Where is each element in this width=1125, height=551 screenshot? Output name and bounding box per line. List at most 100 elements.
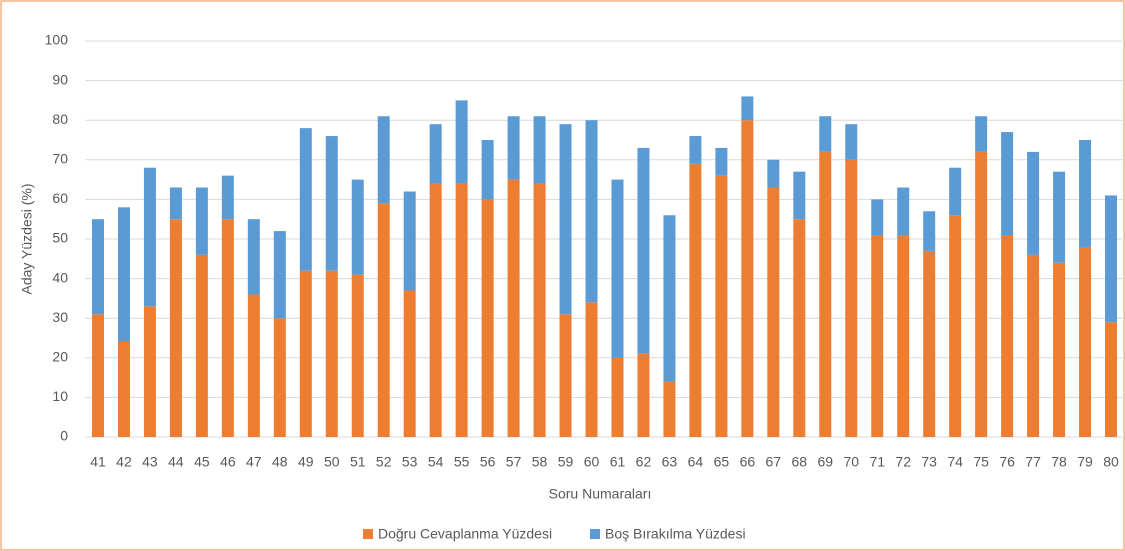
x-tick-label: 47 xyxy=(246,454,262,470)
bar-segment xyxy=(325,270,338,437)
bar-segment xyxy=(611,357,624,437)
bar-segment xyxy=(1053,171,1066,263)
x-tick-label: 78 xyxy=(1051,454,1067,470)
bar-segment xyxy=(715,147,728,176)
bar-segment xyxy=(351,274,364,437)
bar-segment xyxy=(663,215,676,382)
bar-segment xyxy=(689,136,702,164)
x-tick-label: 69 xyxy=(817,454,833,470)
bar-segment xyxy=(793,171,806,220)
bar-segment xyxy=(585,120,598,303)
bar-segment xyxy=(273,231,286,319)
x-tick-label: 66 xyxy=(740,454,756,470)
x-tick-label: 68 xyxy=(792,454,808,470)
bar-segment xyxy=(793,219,806,437)
bar-segment xyxy=(1105,195,1118,323)
x-tick-label: 70 xyxy=(843,454,859,470)
bar-segment xyxy=(533,183,546,437)
legend-swatch xyxy=(363,529,373,539)
x-tick-label: 56 xyxy=(480,454,496,470)
x-tick-label: 49 xyxy=(298,454,314,470)
y-tick-label: 20 xyxy=(52,349,68,365)
x-axis-label: Soru Numaraları xyxy=(549,486,652,502)
bar-segment xyxy=(507,179,520,437)
y-tick-label: 60 xyxy=(52,190,68,206)
x-tick-label: 71 xyxy=(869,454,885,470)
x-tick-label: 48 xyxy=(272,454,288,470)
y-tick-label: 50 xyxy=(52,230,68,246)
bar-segment xyxy=(767,159,780,188)
bar-segment xyxy=(455,183,468,437)
bar-segment xyxy=(221,219,234,437)
bar-segment xyxy=(611,179,624,358)
bar-segment xyxy=(1027,254,1040,437)
bar-segment xyxy=(299,270,312,437)
bar-segment xyxy=(117,207,130,342)
bar-segment xyxy=(845,124,858,160)
bar-segment xyxy=(247,219,260,295)
y-tick-label: 30 xyxy=(52,309,68,325)
bar-segment xyxy=(169,187,182,220)
bar-segment xyxy=(871,199,884,236)
bar-segment xyxy=(1105,322,1118,437)
bar-segment xyxy=(819,151,832,437)
x-tick-label: 67 xyxy=(766,454,782,470)
x-tick-label: 53 xyxy=(402,454,418,470)
bar-segment xyxy=(481,140,494,200)
y-tick-label: 40 xyxy=(52,269,68,285)
bar-segment xyxy=(247,294,260,437)
bar-segment xyxy=(585,302,598,437)
x-tick-label: 59 xyxy=(558,454,574,470)
bar-segment xyxy=(845,159,858,438)
bar-segment xyxy=(975,151,988,437)
y-tick-label: 10 xyxy=(52,388,68,404)
legend-label: Doğru Cevaplanma Yüzdesi xyxy=(378,526,552,542)
legend-label: Boş Bırakılma Yüzdesi xyxy=(605,526,746,542)
x-tick-label: 73 xyxy=(921,454,937,470)
bar-segment xyxy=(819,116,832,152)
x-tick-label: 65 xyxy=(714,454,730,470)
x-tick-label: 75 xyxy=(973,454,989,470)
bar-segment xyxy=(559,314,572,437)
x-tick-label: 60 xyxy=(584,454,600,470)
bar-segment xyxy=(377,116,390,204)
bar-segment xyxy=(1001,235,1014,437)
bar-segment xyxy=(1079,140,1092,247)
bar-segment xyxy=(689,163,702,437)
bar-segment xyxy=(351,179,364,275)
bar-segment xyxy=(195,187,208,255)
bar-segment xyxy=(377,203,390,437)
bar-segment xyxy=(741,96,754,121)
bar-segment xyxy=(663,381,676,437)
bar-segment xyxy=(923,211,936,251)
x-tick-label: 44 xyxy=(168,454,184,470)
bar-segment xyxy=(325,136,338,271)
x-tick-label: 79 xyxy=(1077,454,1093,470)
bar-segment xyxy=(767,187,780,437)
legend-swatch xyxy=(590,529,600,539)
bar-segment xyxy=(715,175,728,437)
bar-segment xyxy=(897,187,910,236)
bar-segment xyxy=(741,120,754,437)
bar-segment xyxy=(559,124,572,315)
x-tick-label: 41 xyxy=(90,454,106,470)
x-tick-label: 43 xyxy=(142,454,158,470)
x-tick-label: 54 xyxy=(428,454,444,470)
x-tick-label: 76 xyxy=(999,454,1015,470)
x-tick-label: 80 xyxy=(1103,454,1119,470)
bar-segment xyxy=(91,314,104,437)
y-axis-label: Aday Yüzdesi (%) xyxy=(19,183,35,294)
y-tick-label: 0 xyxy=(60,428,68,444)
bar-segment xyxy=(429,124,442,184)
x-tick-label: 62 xyxy=(636,454,652,470)
bar-segment xyxy=(1001,132,1014,236)
bar-segment xyxy=(481,199,494,437)
bar-segment xyxy=(91,219,104,315)
bar-segment xyxy=(143,306,156,437)
bar-segment xyxy=(455,100,468,184)
bar-segment xyxy=(923,250,936,437)
bar-segment xyxy=(403,191,416,291)
bar-segment xyxy=(117,341,130,437)
x-tick-label: 55 xyxy=(454,454,470,470)
y-tick-label: 100 xyxy=(45,32,69,48)
